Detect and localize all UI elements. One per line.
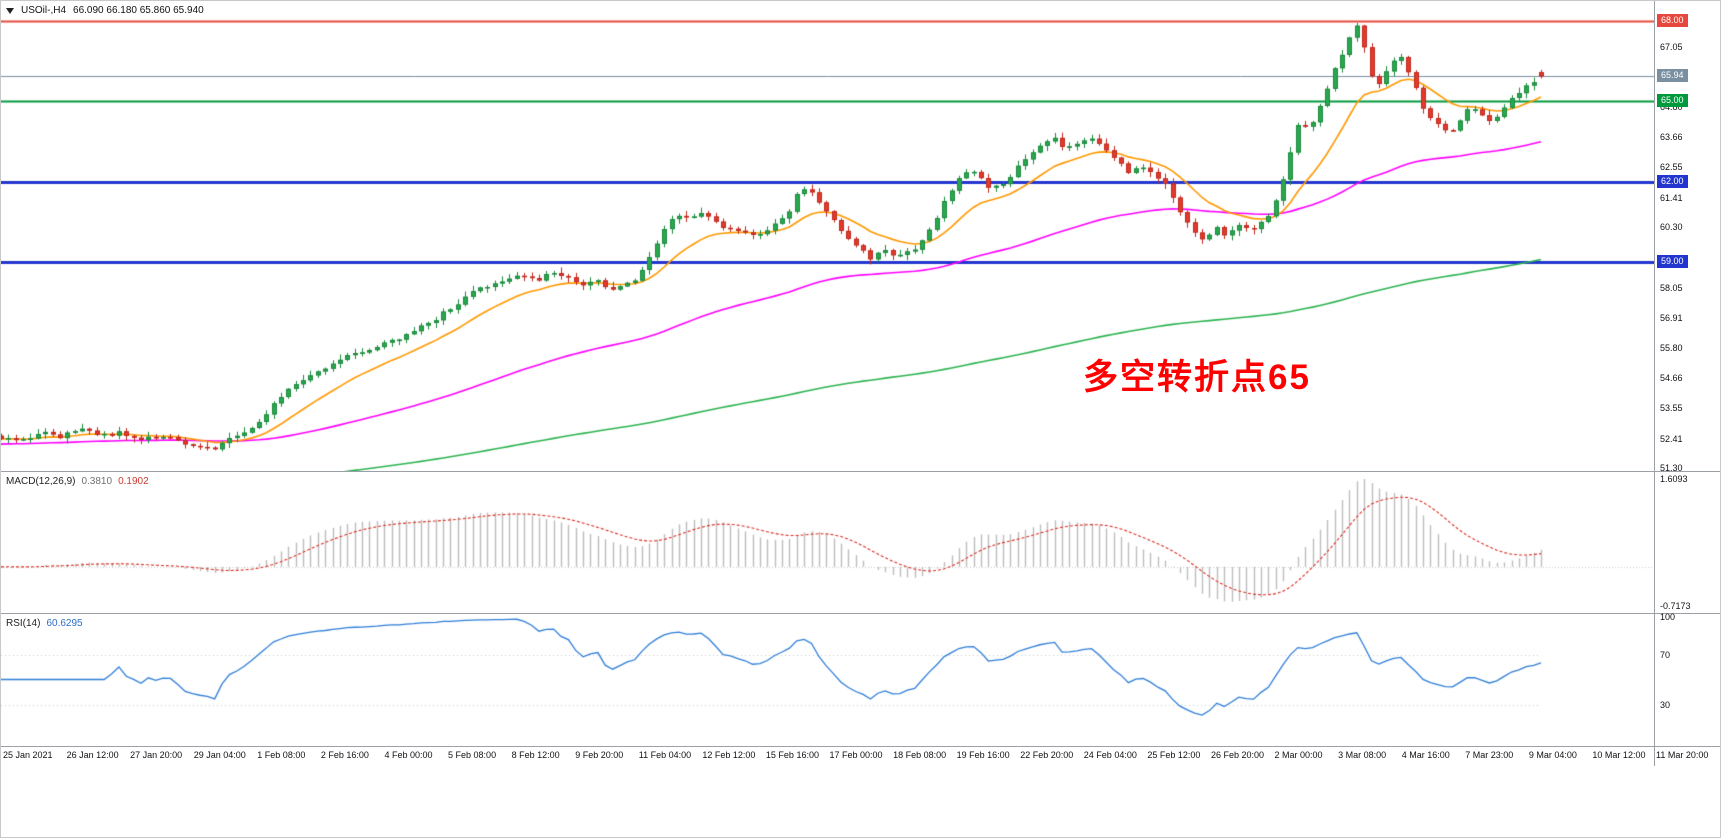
time-axis-label: 24 Feb 04:00: [1083, 750, 1137, 760]
ohlc-values: 66.090 66.180 65.860 65.940: [73, 5, 204, 16]
price-chart-canvas[interactable]: [1, 1, 1654, 471]
time-axis-label: 26 Jan 12:00: [66, 750, 119, 760]
price-tick: 67.05: [1660, 41, 1683, 52]
rsi-name: RSI(14): [6, 618, 41, 629]
price-tick: 56.91: [1660, 313, 1683, 324]
rsi-axis-label: 70: [1660, 649, 1671, 660]
time-axis-divider: [1, 746, 1720, 747]
symbol-ohlc-bar: USOil-,H4 66.090 66.180 65.860 65.940: [6, 5, 204, 16]
time-axis-label: 26 Feb 20:00: [1210, 750, 1264, 760]
time-axis-label: 4 Feb 00:00: [384, 750, 433, 760]
time-axis-label: 25 Jan 2021: [3, 750, 53, 760]
time-axis-label: 2 Mar 00:00: [1274, 750, 1323, 760]
price-level-badge: 62.00: [1657, 174, 1688, 188]
time-axis-label: 10 Mar 12:00: [1592, 750, 1646, 760]
price-tick: 62.55: [1660, 162, 1683, 173]
price-tick: 58.05: [1660, 282, 1683, 293]
pane-divider-price-macd[interactable]: [1, 471, 1720, 472]
time-axis-label: 8 Feb 12:00: [511, 750, 560, 760]
time-axis-label: 11 Mar 20:00: [1656, 750, 1709, 760]
macd-indicator-label: MACD(12,26,9) 0.3810 0.1902: [6, 476, 149, 487]
price-level-badge: 65.00: [1657, 94, 1688, 108]
time-axis-label: 9 Feb 20:00: [575, 750, 624, 760]
price-level-badge: 68.00: [1657, 14, 1688, 28]
rsi-axis-label: 100: [1660, 612, 1676, 622]
price-tick: 60.30: [1660, 222, 1683, 233]
time-axis-label: 7 Mar 23:00: [1465, 750, 1514, 760]
time-axis-label: 5 Feb 08:00: [448, 750, 497, 760]
price-level-badge: 59.00: [1657, 255, 1688, 269]
macd-name: MACD(12,26,9): [6, 476, 76, 487]
price-tick: 53.55: [1660, 403, 1683, 414]
time-axis-label: 1 Feb 08:00: [257, 750, 306, 760]
rsi-axis-label: 30: [1660, 699, 1671, 710]
pane-divider-macd-rsi[interactable]: [1, 613, 1720, 614]
time-axis-label: 15 Feb 16:00: [765, 750, 819, 760]
one-click-trading-arrow-icon[interactable]: [6, 7, 14, 14]
macd-axis-label: 1.6093: [1660, 474, 1688, 484]
price-tick: 63.66: [1660, 132, 1683, 143]
price-tick: 52.41: [1660, 433, 1683, 444]
rsi-pane-canvas[interactable]: [1, 614, 1654, 746]
rsi-value: 60.6295: [46, 618, 83, 629]
price-tick: 51.30: [1660, 463, 1683, 474]
rsi-indicator-label: RSI(14) 60.6295: [6, 618, 83, 629]
macd-pane-canvas[interactable]: [1, 472, 1654, 613]
price-tick: 54.66: [1660, 373, 1683, 384]
time-axis-label: 4 Mar 16:00: [1401, 750, 1450, 760]
time-axis-label: 18 Feb 08:00: [893, 750, 947, 760]
macd-axis-label: -0.7173: [1660, 601, 1691, 611]
time-axis-label: 3 Mar 08:00: [1338, 750, 1387, 760]
time-axis-label: 25 Feb 12:00: [1147, 750, 1201, 760]
time-axis-label: 17 Feb 00:00: [829, 750, 883, 760]
price-tick: 55.80: [1660, 342, 1683, 353]
time-axis-label: 12 Feb 12:00: [702, 750, 756, 760]
time-axis-label: 11 Feb 04:00: [638, 750, 692, 760]
price-tick: 61.41: [1660, 192, 1683, 203]
time-axis-label: 29 Jan 04:00: [193, 750, 246, 760]
time-axis-label: 9 Mar 04:00: [1528, 750, 1577, 760]
time-axis-label: 27 Jan 20:00: [130, 750, 183, 760]
price-level-badge: 65.94: [1657, 69, 1688, 83]
time-axis-label: 19 Feb 16:00: [956, 750, 1010, 760]
time-axis-label: 22 Feb 20:00: [1020, 750, 1074, 760]
trader-annotation-text: 多空转折点65: [1083, 358, 1311, 397]
price-axis-divider: [1654, 1, 1655, 766]
macd-main-value: 0.3810: [81, 476, 113, 487]
macd-signal-value: 0.1902: [118, 476, 149, 487]
time-axis-label: 2 Feb 16:00: [320, 750, 369, 760]
symbol-name: USOil-,H4: [21, 5, 67, 16]
